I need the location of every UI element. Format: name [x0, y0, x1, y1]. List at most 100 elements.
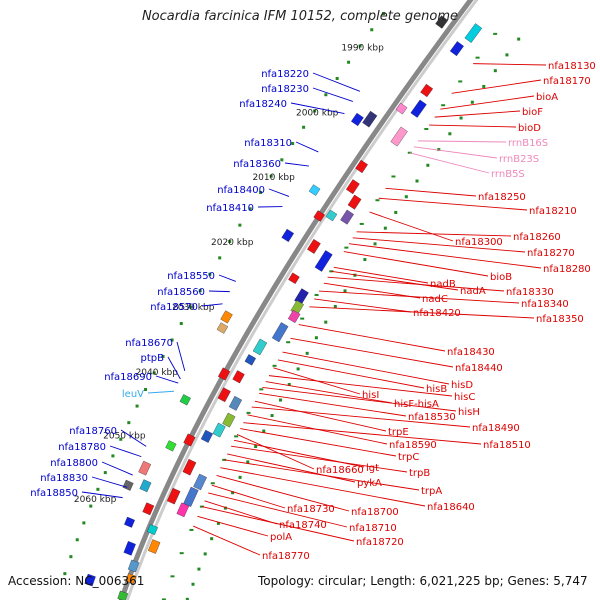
label-connector-line [220, 467, 426, 507]
gene-label: nfa18360 [233, 159, 281, 170]
gene-label: trpA [421, 486, 442, 497]
minor-tick-mark [424, 127, 429, 130]
tick-dot-inner [189, 305, 193, 309]
label-connector-line [109, 445, 142, 458]
accession-text: Accession: NC_006361 [8, 574, 145, 588]
genome-title: Nocardia farcinica IFM 10152, complete g… [141, 9, 459, 24]
gene-feature [125, 573, 137, 585]
minor-tick-mark [286, 341, 291, 344]
label-connector-line [101, 461, 133, 476]
gene-label: nfa18710 [349, 523, 397, 534]
label-connector-line [176, 341, 186, 372]
gene-feature [183, 486, 199, 507]
gene-feature [288, 272, 300, 285]
gene-label: nfa18770 [262, 551, 310, 562]
gene-label: nfa18640 [427, 502, 475, 513]
tick-dot-outer [314, 336, 318, 340]
tick-dot-inner [347, 60, 351, 64]
tick-dot-outer [231, 491, 235, 495]
tick-dot-outer [296, 367, 300, 371]
minor-tick-mark [375, 199, 380, 202]
tick-dot-inner [82, 521, 86, 525]
gene-label: trpB [409, 468, 430, 479]
label-connector-line [417, 140, 507, 143]
label-connector-line [216, 475, 350, 512]
gene-label: nfa18570 [150, 302, 198, 313]
label-connector-line [369, 211, 454, 242]
tick-dot-outer [517, 37, 521, 41]
gene-feature [252, 338, 268, 356]
label-connector-line [192, 525, 261, 556]
gene-feature [287, 309, 301, 324]
tick-dot-outer [216, 521, 220, 525]
gene-label: nfa18300 [455, 237, 503, 248]
tick-dot-inner [335, 76, 339, 80]
gene-label: nfa18430 [447, 347, 495, 358]
kbp-scale-label: 2060 kbp [74, 495, 117, 505]
minor-tick-mark [493, 32, 498, 35]
gene-label: bioA [536, 92, 558, 103]
gene-label: ptpB [141, 353, 165, 364]
kbp-scale-label: 2040 kbp [136, 368, 179, 378]
tick-dot-outer [404, 195, 408, 199]
gene-feature [420, 83, 434, 98]
gene-label: nfa18780 [58, 442, 106, 453]
minor-tick-mark [441, 104, 446, 107]
tick-dot-inner [135, 404, 139, 408]
label-connector-line [352, 237, 526, 253]
label-connector-line [473, 63, 547, 66]
gene-label: nfa18260 [513, 232, 561, 243]
tick-dot-outer [333, 305, 337, 309]
minor-tick-mark [246, 411, 251, 414]
kbp-scale-label: 2010 kbp [252, 173, 295, 183]
gene-label: nadA [460, 286, 486, 297]
tick-dot-inner [89, 504, 93, 508]
minor-tick-mark [272, 364, 277, 367]
gene-feature [435, 15, 449, 29]
gene-feature [281, 228, 294, 243]
gene-label: nfa18560 [157, 287, 205, 298]
gene-label: nfa18230 [261, 84, 309, 95]
tick-dot-outer [448, 132, 452, 136]
label-connector-line [236, 434, 315, 470]
label-connector-line [451, 79, 542, 94]
gene-feature [183, 433, 196, 447]
gene-label: nfa18700 [351, 507, 399, 518]
gene-label: nfa18670 [125, 338, 173, 349]
gene-feature [244, 354, 256, 366]
tick-dot-inner [313, 109, 317, 113]
label-connector-line [265, 381, 393, 404]
gene-feature [147, 524, 158, 535]
tick-dot-inner [152, 371, 156, 375]
minor-tick-mark [189, 528, 194, 531]
gene-feature [340, 209, 354, 225]
gene-label: nfa18550 [167, 271, 215, 282]
label-connector-line [167, 356, 181, 380]
tick-dot-inner [63, 572, 67, 576]
gene-label: nfa18330 [506, 287, 554, 298]
gene-label: nadC [422, 294, 448, 305]
gene-label: nfa18720 [356, 537, 404, 548]
tick-dot-outer [363, 258, 367, 262]
gene-label: hisH [458, 407, 480, 418]
minor-tick-mark [391, 175, 396, 178]
tick-dot-outer [191, 582, 195, 586]
gene-feature [220, 310, 233, 324]
label-connector-line [262, 386, 457, 412]
minor-tick-mark [314, 293, 319, 296]
gene-label: nfa18590 [389, 440, 437, 451]
gene-label: pykA [357, 478, 382, 489]
tick-dot-inner [111, 454, 115, 458]
tick-dot-inner [218, 256, 222, 260]
gene-feature [182, 458, 197, 476]
gene-feature [217, 387, 231, 403]
tick-dot-inner [127, 421, 131, 425]
label-connector-line [240, 428, 397, 457]
gene-label: trpE [388, 427, 409, 438]
gene-label: nfa18400 [217, 185, 265, 196]
minor-tick-mark [234, 435, 239, 438]
gene-feature [139, 479, 152, 493]
tick-dot-inner [370, 28, 374, 32]
